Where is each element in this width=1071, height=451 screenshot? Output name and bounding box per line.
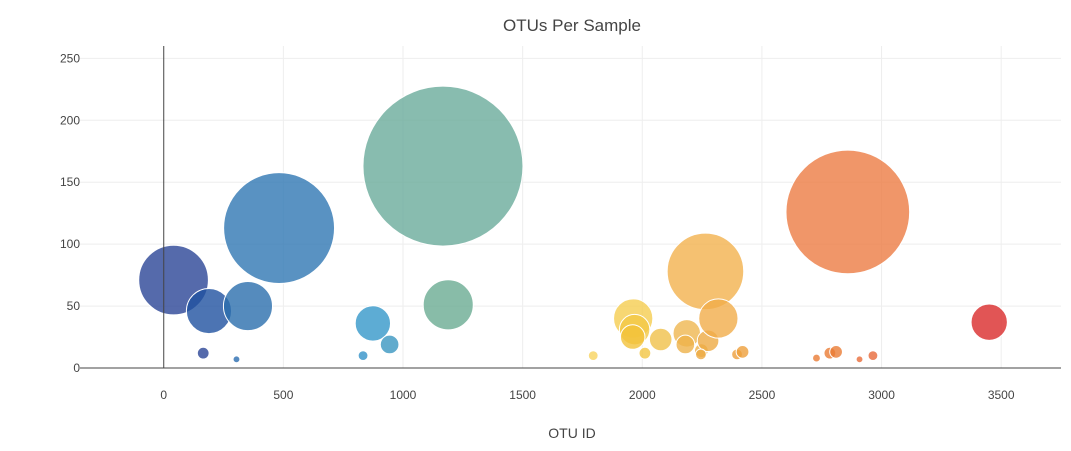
- x-tick-label: 500: [273, 388, 293, 402]
- data-bubble[interactable]: [379, 334, 400, 355]
- data-bubble[interactable]: [357, 350, 369, 362]
- data-bubble[interactable]: [354, 305, 392, 342]
- data-bubble[interactable]: [698, 298, 739, 339]
- x-tick-label: 1000: [390, 388, 417, 402]
- data-bubble[interactable]: [587, 350, 599, 362]
- axes: 0 500 1000 1500 2000 2500 3000 3500 0 50 100 150 200…: [60, 46, 1061, 402]
- data-bubble[interactable]: [223, 172, 336, 285]
- y-tick-label: 250: [60, 51, 80, 65]
- x-tick-label: 3000: [868, 388, 895, 402]
- data-bubble[interactable]: [666, 232, 745, 311]
- x-tick-label: 3500: [988, 388, 1015, 402]
- y-tick-label: 50: [67, 299, 81, 313]
- data-bubble[interactable]: [785, 149, 911, 275]
- y-tick-label: 0: [73, 361, 80, 375]
- data-points: [138, 85, 1008, 364]
- data-bubble[interactable]: [422, 279, 474, 331]
- data-bubble[interactable]: [970, 303, 1008, 341]
- data-bubble[interactable]: [675, 334, 696, 355]
- data-bubble[interactable]: [196, 346, 210, 360]
- x-axis-label: OTU ID: [548, 425, 595, 441]
- chart-title: OTUs Per Sample: [503, 16, 641, 35]
- data-bubble[interactable]: [222, 281, 274, 332]
- data-bubble[interactable]: [812, 353, 821, 363]
- data-bubble[interactable]: [855, 355, 864, 364]
- y-tick-label: 150: [60, 175, 80, 189]
- data-bubble[interactable]: [638, 346, 652, 360]
- x-tick-label: 2000: [629, 388, 656, 402]
- data-bubble[interactable]: [867, 350, 879, 362]
- data-bubble[interactable]: [232, 355, 241, 364]
- y-tick-label: 200: [60, 113, 80, 127]
- data-bubble[interactable]: [362, 85, 524, 247]
- data-bubble[interactable]: [648, 327, 673, 352]
- y-tick-label: 100: [60, 237, 80, 251]
- x-tick-label: 0: [160, 388, 167, 402]
- data-bubble[interactable]: [829, 345, 843, 359]
- data-bubble[interactable]: [695, 348, 707, 361]
- data-bubble[interactable]: [735, 345, 750, 359]
- x-tick-label: 2500: [749, 388, 776, 402]
- x-tick-label: 1500: [509, 388, 536, 402]
- data-bubble[interactable]: [619, 324, 646, 350]
